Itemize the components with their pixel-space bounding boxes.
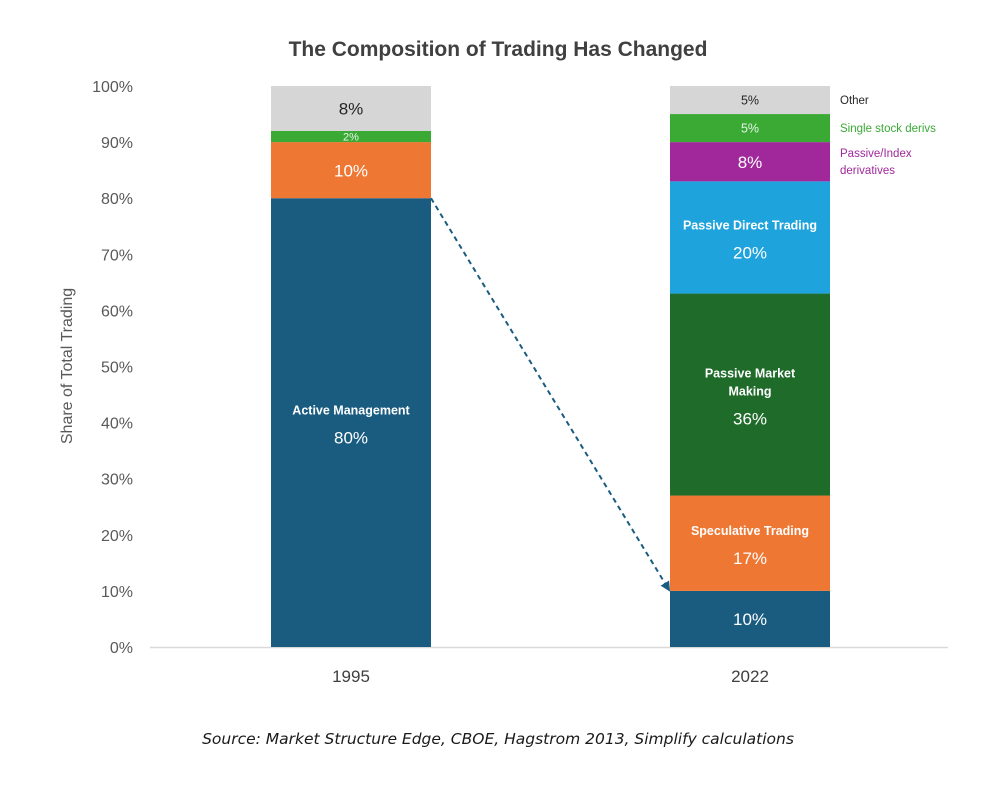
y-tick-label: 0%: [110, 640, 133, 657]
segment-value-label: 17%: [733, 549, 767, 568]
bar-segment-2022-pdt: [670, 181, 830, 294]
segment-value-label: 8%: [738, 153, 763, 172]
segment-value-label: 10%: [334, 161, 368, 180]
segment-value-label: 2%: [343, 131, 359, 143]
segment-value-label: 36%: [733, 410, 767, 429]
y-tick-label: 80%: [101, 191, 133, 208]
segment-name-label: Making: [728, 385, 771, 399]
side-label-single: Single stock derivs: [840, 123, 936, 135]
y-tick-label: 40%: [101, 416, 133, 433]
x-tick-label: 2022: [731, 667, 769, 686]
y-tick-label: 70%: [101, 247, 133, 264]
bar-segment-1995-speculative: [271, 142, 431, 199]
bar-segment-2022-other: [670, 86, 830, 115]
y-tick-label: 100%: [92, 79, 133, 96]
segment-name-label: Active Management: [292, 404, 410, 418]
y-tick-label: 30%: [101, 472, 133, 489]
side-label-pid: derivatives: [840, 165, 895, 177]
x-tick-label: 1995: [332, 667, 370, 686]
bar-segment-2022-pmm: [670, 293, 830, 496]
y-tick-label: 20%: [101, 528, 133, 545]
y-tick-label: 10%: [101, 584, 133, 601]
segment-name-label: Passive Market: [705, 367, 796, 381]
bar-segment-1995-other: [271, 86, 431, 131]
segment-value-label: 20%: [733, 243, 767, 262]
x-tick-labels: 1995 2022: [332, 667, 769, 686]
y-axis-label: Share of Total Trading: [59, 288, 76, 444]
side-label-other: Other: [840, 95, 869, 107]
segment-name-label: Speculative Trading: [691, 524, 809, 538]
bar-segment-1995-single: [271, 130, 431, 143]
segment-value-label: 5%: [741, 94, 759, 108]
trend-arrow: [430, 197, 671, 592]
source-note: Source: Market Structure Edge, CBOE, Hag…: [202, 730, 794, 748]
bar-segment-2022-active: [670, 590, 830, 647]
bar-segment-2022-single: [670, 114, 830, 143]
y-tick-label: 90%: [101, 135, 133, 152]
side-label-pid: Passive/Index: [840, 148, 912, 160]
bar-segment-2022-speculative: [670, 495, 830, 591]
side-labels: Other Single stock derivs Passive/Index der…: [840, 95, 936, 177]
y-axis: 0% 10% 20% 30% 40% 50% 60% 70% 80% 90% 100%: [92, 79, 133, 657]
bar-segment-1995-active: [271, 198, 431, 647]
chart-title: The Composition of Trading Has Changed: [289, 38, 708, 61]
segment-value-label: 80%: [334, 429, 368, 448]
y-tick-label: 50%: [101, 360, 133, 377]
segment-value-label: 8%: [339, 100, 364, 119]
bars-group: Active Management 80% 10% 2% 8% 10% Speculativ…: [271, 86, 830, 647]
segment-name-label: Passive Direct Trading: [683, 218, 817, 232]
segment-value-label: 5%: [741, 122, 759, 136]
bar-segment-2022-pid: [670, 142, 830, 182]
y-tick-label: 60%: [101, 303, 133, 320]
segment-value-label: 10%: [733, 610, 767, 629]
